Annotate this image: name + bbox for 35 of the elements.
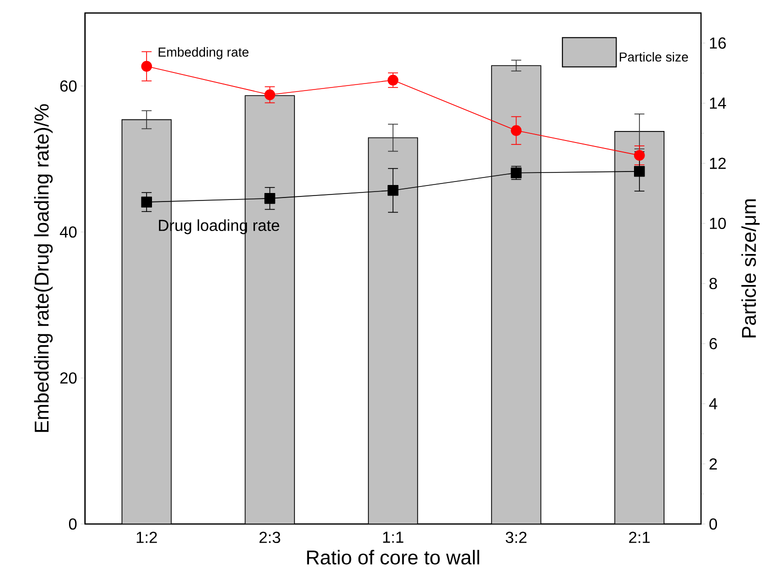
point (388, 184, 398, 196)
y2-tick-label: 8 (709, 278, 717, 290)
y2-tick-label: 0 (709, 518, 718, 530)
x-axis-title: Ratio of core to wall (307, 550, 480, 565)
point (264, 193, 276, 204)
y2-tick-label: 10 (710, 218, 726, 230)
bar (491, 65, 542, 524)
y2-tick-label: 2 (710, 458, 717, 470)
point (634, 166, 645, 177)
point (264, 89, 276, 100)
y2-tick-label: 14 (710, 98, 726, 109)
y2-tick-label: 6 (710, 338, 717, 350)
x-tick-label: 2:3 (260, 532, 280, 544)
y2-tick-label: 16 (710, 37, 726, 49)
y-axis-title: Embedding rate(Drug loading rate)/% (34, 104, 53, 432)
series-label: Embedding rate (158, 47, 248, 60)
point (141, 196, 152, 208)
point (141, 60, 152, 72)
y-tick-label: 20 (60, 372, 77, 384)
y-tick-label: 0 (68, 518, 77, 530)
y2-tick-label: 4 (709, 398, 718, 410)
x-tick-label: 1:2 (136, 532, 157, 543)
legend-label: Particle size (620, 52, 688, 62)
bar (368, 137, 418, 524)
x-tick-label: 2:1 (629, 532, 650, 543)
y-tick-label: 60 (60, 80, 77, 92)
point (634, 150, 645, 161)
x-tick-label: 1:1 (383, 532, 404, 543)
y2-tick-label: 12 (710, 158, 726, 169)
point (388, 74, 398, 86)
y-tick-label: 40 (60, 226, 77, 238)
y2-axis-title: Particle size/μm (741, 199, 760, 338)
x-tick-label: 3:2 (506, 532, 526, 544)
bar (614, 131, 664, 524)
point (510, 125, 522, 136)
